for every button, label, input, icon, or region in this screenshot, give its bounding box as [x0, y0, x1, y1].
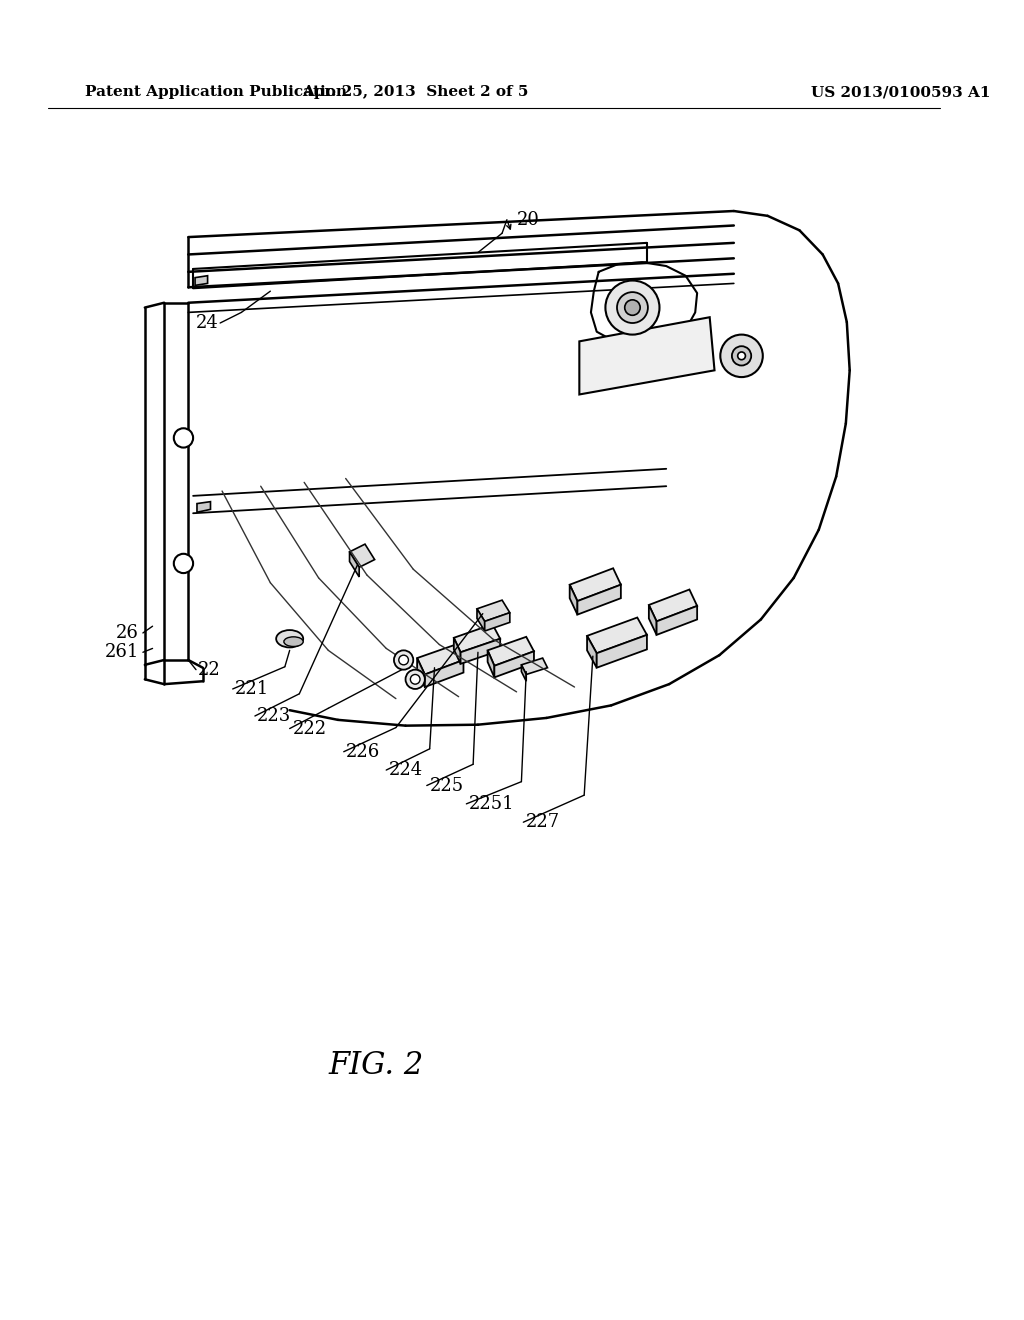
- Polygon shape: [349, 544, 375, 568]
- Circle shape: [605, 281, 659, 334]
- Text: 226: 226: [346, 743, 380, 760]
- Circle shape: [625, 300, 640, 315]
- Circle shape: [617, 292, 648, 323]
- Text: 24: 24: [196, 314, 218, 333]
- Polygon shape: [454, 638, 461, 664]
- Polygon shape: [349, 552, 359, 577]
- Polygon shape: [484, 612, 510, 631]
- Polygon shape: [580, 317, 715, 395]
- Polygon shape: [417, 659, 425, 686]
- Text: 225: 225: [430, 776, 464, 795]
- Polygon shape: [569, 585, 578, 615]
- Text: 227: 227: [526, 813, 560, 832]
- Text: 223: 223: [257, 708, 291, 725]
- Text: Apr. 25, 2013  Sheet 2 of 5: Apr. 25, 2013 Sheet 2 of 5: [302, 86, 528, 99]
- Ellipse shape: [284, 636, 303, 647]
- Polygon shape: [454, 624, 500, 652]
- Circle shape: [406, 669, 425, 689]
- Polygon shape: [495, 651, 534, 677]
- Ellipse shape: [276, 630, 303, 647]
- Text: 221: 221: [234, 680, 269, 698]
- Text: FIG. 2: FIG. 2: [329, 1049, 424, 1081]
- Circle shape: [737, 352, 745, 360]
- Polygon shape: [649, 605, 656, 635]
- Polygon shape: [195, 276, 208, 285]
- Polygon shape: [197, 502, 211, 512]
- Text: 26: 26: [116, 624, 139, 642]
- Text: 261: 261: [104, 643, 139, 661]
- Circle shape: [411, 675, 420, 684]
- Polygon shape: [587, 618, 647, 653]
- Polygon shape: [461, 639, 500, 664]
- Polygon shape: [477, 609, 484, 631]
- Polygon shape: [417, 644, 464, 675]
- Polygon shape: [487, 651, 495, 677]
- Polygon shape: [425, 660, 464, 686]
- Circle shape: [174, 554, 194, 573]
- Circle shape: [398, 655, 409, 665]
- Circle shape: [732, 346, 752, 366]
- Text: 22: 22: [198, 660, 221, 678]
- Polygon shape: [487, 636, 534, 665]
- Polygon shape: [656, 606, 697, 635]
- Polygon shape: [521, 659, 548, 675]
- Text: Patent Application Publication: Patent Application Publication: [85, 86, 347, 99]
- Polygon shape: [587, 636, 597, 668]
- Text: 224: 224: [389, 762, 423, 779]
- Circle shape: [720, 334, 763, 378]
- Polygon shape: [578, 585, 621, 615]
- Polygon shape: [597, 635, 647, 668]
- Polygon shape: [569, 569, 621, 601]
- Circle shape: [174, 428, 194, 447]
- Polygon shape: [477, 601, 510, 622]
- Polygon shape: [649, 590, 697, 622]
- Text: 20: 20: [516, 211, 540, 228]
- Polygon shape: [521, 665, 526, 681]
- Text: 222: 222: [293, 719, 327, 738]
- Text: US 2013/0100593 A1: US 2013/0100593 A1: [811, 86, 990, 99]
- Text: 2251: 2251: [469, 795, 515, 813]
- Circle shape: [394, 651, 414, 669]
